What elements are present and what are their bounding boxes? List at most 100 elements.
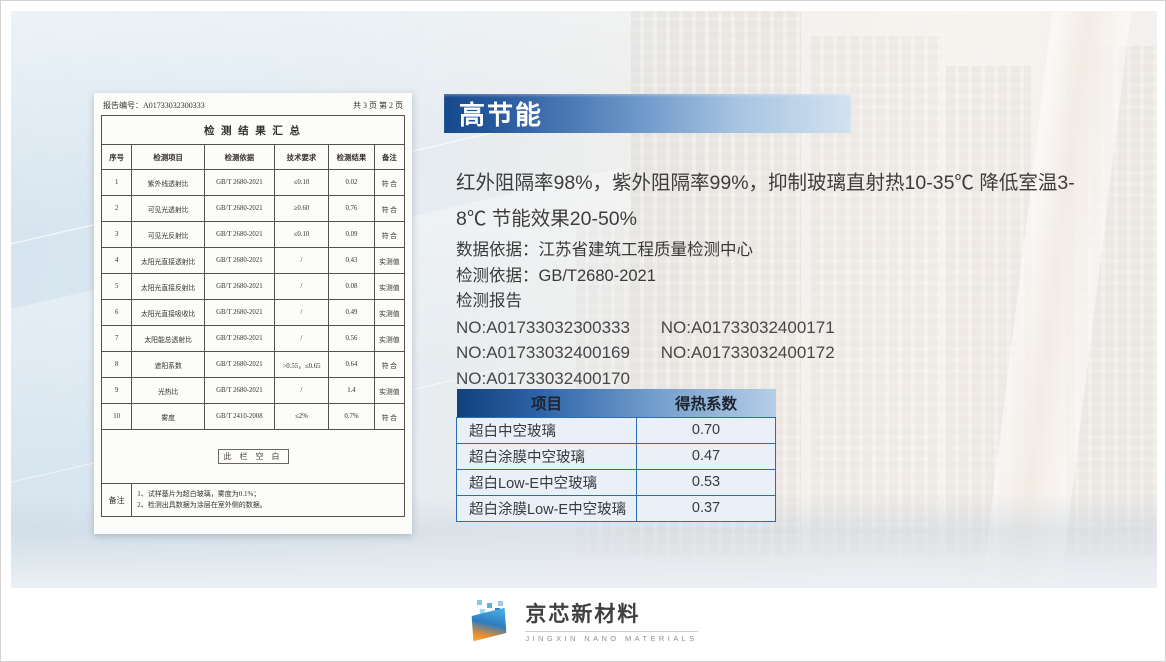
table-cell: 遮阳系数 bbox=[131, 351, 206, 378]
table-cell: 0.7% bbox=[328, 403, 375, 430]
table-cell: 超白涂膜Low-E中空玻璃 bbox=[456, 494, 637, 522]
blank-stamp: 此 栏 空 白 bbox=[217, 449, 289, 464]
table-cell: 超白涂膜中空玻璃 bbox=[456, 442, 637, 470]
report-no: NO:A01733032400170 bbox=[456, 368, 630, 388]
report-label: 检测报告 bbox=[456, 292, 522, 310]
report-no: NO:A01733032400172 bbox=[660, 343, 835, 362]
table-cell: 5 bbox=[100, 273, 133, 300]
table-cell: 1.4 bbox=[328, 377, 375, 404]
table-cell: 太阳光直接吸收比 bbox=[131, 299, 206, 326]
report-header: 报告编号：A01733032300333 共 3 页 第 2 页 bbox=[101, 98, 405, 115]
data-source-line: 数据依据：江苏省建筑工程质量检测中心 bbox=[456, 241, 753, 259]
table-cell: ≤0.10 bbox=[273, 221, 330, 248]
table-cell: 0.70 bbox=[636, 416, 776, 444]
table-cell: 0.64 bbox=[328, 351, 375, 378]
report-title: 检 测 结 果 汇 总 bbox=[101, 115, 405, 145]
table-cell: 超白中空玻璃 bbox=[456, 416, 637, 444]
table-row: 3 可见光反射比 GB/T 2680-2021 ≤0.10 0.09 符 合 bbox=[100, 221, 406, 248]
table-cell: 0.47 bbox=[636, 442, 776, 470]
blank-row: 此 栏 空 白 bbox=[101, 429, 405, 484]
logo-text-block: 京芯新材料 JINGXIN NANO MATERIALS bbox=[525, 598, 698, 643]
column-header: 序号 bbox=[100, 144, 133, 170]
report-no: NO:A01733032300333 bbox=[456, 317, 630, 337]
table-cell: 0.08 bbox=[328, 273, 375, 300]
table-cell: 实测值 bbox=[373, 247, 406, 274]
table-cell: GB/T 2680-2021 bbox=[204, 195, 275, 222]
table-cell: 符 合 bbox=[373, 169, 406, 196]
table-cell: / bbox=[273, 325, 330, 352]
table-cell: 太阳光直接透射比 bbox=[131, 247, 206, 274]
table-row: 超白涂膜中空玻璃 0.47 bbox=[456, 442, 776, 470]
meta-block: 数据依据：江苏省建筑工程质量检测中心 检测依据：GB/T2680-2021 检测… bbox=[456, 238, 835, 391]
table-cell: 符 合 bbox=[373, 221, 406, 248]
table-cell: ≤2% bbox=[273, 403, 330, 430]
table-cell: 超白Low-E中空玻璃 bbox=[456, 468, 637, 496]
report-number-line: NO:A01733032300333 NO:A01733032400171 bbox=[456, 315, 835, 341]
report-page-indicator: 共 3 页 第 2 页 bbox=[353, 101, 403, 110]
table-cell: GB/T 2680-2021 bbox=[204, 299, 275, 326]
test-report-scan: 报告编号：A01733032300333 共 3 页 第 2 页 检 测 结 果… bbox=[94, 93, 412, 534]
table-cell: / bbox=[273, 273, 330, 300]
table-cell: 实测值 bbox=[373, 377, 406, 404]
column-header: 检测依据 bbox=[204, 144, 275, 170]
company-subtitle: JINGXIN NANO MATERIALS bbox=[525, 630, 698, 643]
table-row: 超白Low-E中空玻璃 0.53 bbox=[456, 468, 776, 496]
table-cell: 0.49 bbox=[328, 299, 375, 326]
table-row: 6 太阳光直接吸收比 GB/T 2680-2021/0.49 实测值 bbox=[100, 299, 406, 326]
parallelogram-icon bbox=[472, 607, 507, 642]
logo-icon bbox=[468, 597, 516, 643]
table-cell: ≤0.10 bbox=[273, 169, 330, 196]
company-logo: 京芯新材料 JINGXIN NANO MATERIALS bbox=[1, 597, 1165, 643]
table-cell: 实测值 bbox=[373, 325, 406, 352]
table-cell: 紫外线透射比 bbox=[131, 169, 206, 196]
table-cell: 0.37 bbox=[636, 494, 776, 522]
table-cell: 0.76 bbox=[328, 195, 375, 222]
column-header: 备注 bbox=[373, 144, 406, 170]
heat-coefficient-table: 项目 得热系数 超白中空玻璃 0.70 超白涂膜中空玻璃 0.47 超白Low-E中空玻… bbox=[456, 389, 776, 522]
table-cell: 0.02 bbox=[328, 169, 375, 196]
report-table-body: 1 紫外线透射比 GB/T 2680-2021 ≤0.10 0.02 符 合 2 可见光透射比… bbox=[100, 169, 406, 430]
table-cell: / bbox=[273, 247, 330, 274]
table-cell: 9 bbox=[100, 377, 133, 404]
table-cell: 0.09 bbox=[328, 221, 375, 248]
table-cell: >0.55，≤0.65 bbox=[273, 351, 330, 378]
table-row: 8 遮阳系数 GB/T 2680-2021 >0.55，≤0.65 0.64 符 合 bbox=[100, 351, 406, 378]
table-cell: 4 bbox=[100, 247, 133, 274]
table-cell: 3 bbox=[100, 221, 133, 248]
table-row: 9 光热比 GB/T 2680-2021/1.4 实测值 bbox=[100, 377, 406, 404]
table-cell: 雾度 bbox=[131, 403, 206, 430]
report-number-line: NO:A01733032400170 bbox=[456, 366, 835, 392]
blank-cell: 此 栏 空 白 bbox=[101, 429, 405, 484]
table-cell: / bbox=[273, 299, 330, 326]
table-cell: 8 bbox=[100, 351, 133, 378]
table-cell: GB/T 2410-2008 bbox=[204, 403, 275, 430]
table-cell: / bbox=[273, 377, 330, 404]
table-row: 10 雾度 GB/T 2410-2008 ≤2% 0.7% 符 合 bbox=[100, 403, 406, 430]
table-cell: 太阳能总透射比 bbox=[131, 325, 206, 352]
remark-row: 备注 1、试样基片为超白玻璃，雾度为0.1%； 2、检测出具数据为涂层在室外侧的… bbox=[100, 483, 405, 517]
table-cell: 实测值 bbox=[373, 273, 406, 300]
table-cell: 0.56 bbox=[328, 325, 375, 352]
heat-column-header: 项目 bbox=[530, 395, 562, 413]
table-cell: 0.53 bbox=[636, 468, 776, 496]
section-title: 高节能 bbox=[459, 100, 544, 130]
table-row: 7 太阳能总透射比 GB/T 2680-2021/0.56 实测值 bbox=[100, 325, 406, 352]
table-cell: GB/T 2680-2021 bbox=[204, 377, 275, 404]
report-number: 报告编号：A01733032300333 bbox=[103, 101, 205, 110]
table-cell: 1 bbox=[100, 169, 133, 196]
table-cell: 符 合 bbox=[373, 195, 406, 222]
table-row: 4 太阳光直接透射比 GB/T 2680-2021/0.43 实测值 bbox=[100, 247, 406, 274]
heat-table-body: 超白中空玻璃 0.70 超白涂膜中空玻璃 0.47 超白Low-E中空玻璃 0.53 超白涂… bbox=[456, 416, 776, 522]
table-cell: GB/T 2680-2021 bbox=[204, 325, 275, 352]
column-header: 技术要求 bbox=[273, 144, 330, 170]
table-cell: GB/T 2680-2021 bbox=[204, 351, 275, 378]
report-title-row: 检 测 结 果 汇 总 bbox=[101, 115, 405, 145]
table-cell: 2 bbox=[100, 195, 133, 222]
table-cell: 符 合 bbox=[373, 351, 406, 378]
table-cell: 太阳光直接反射比 bbox=[131, 273, 206, 300]
table-cell: GB/T 2680-2021 bbox=[204, 247, 275, 274]
table-cell: GB/T 2680-2021 bbox=[204, 169, 275, 196]
test-basis-line: 检测依据：GB/T2680-2021 bbox=[456, 266, 656, 285]
remark-label: 备注 bbox=[100, 483, 133, 517]
